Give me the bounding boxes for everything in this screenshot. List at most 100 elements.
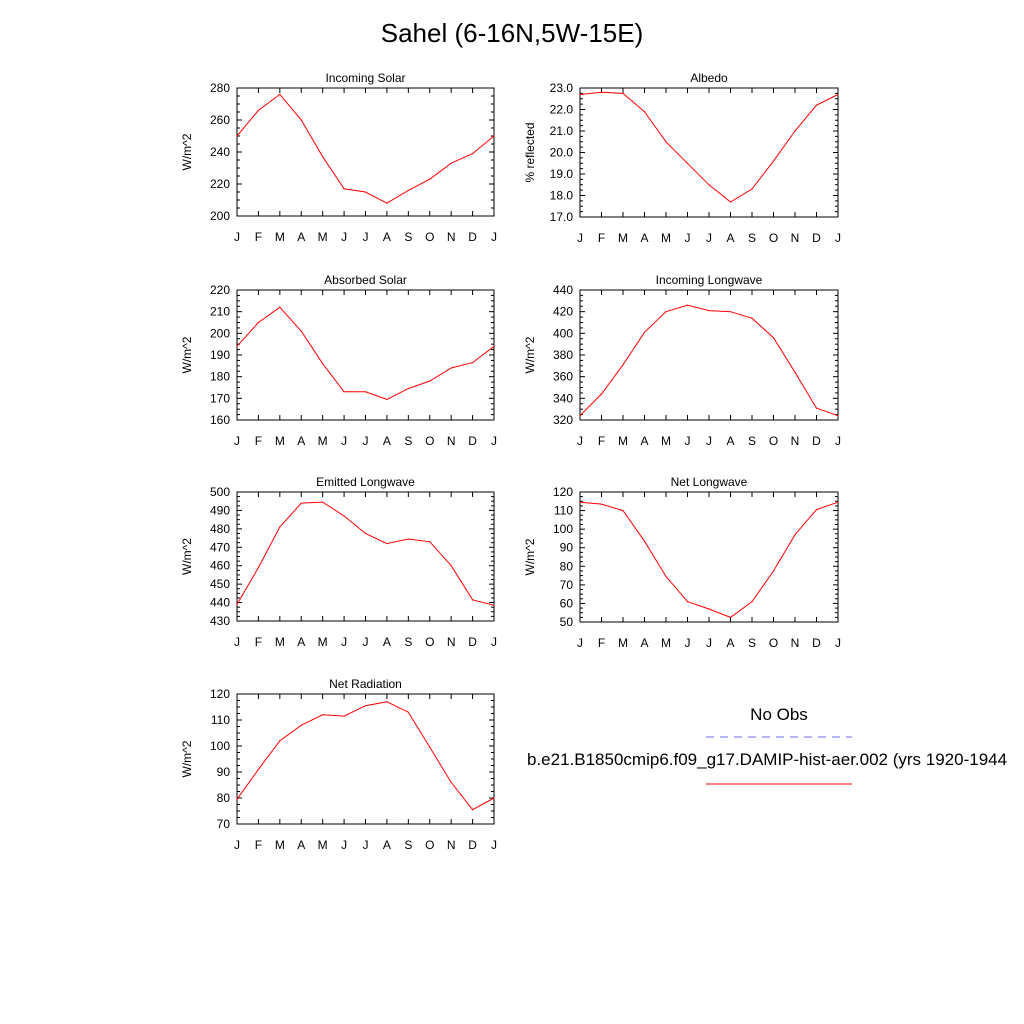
data-point <box>300 330 302 332</box>
y-tick-label: 440 <box>210 596 230 610</box>
x-tick-label: J <box>706 231 712 245</box>
x-tick-label: M <box>661 231 671 245</box>
y-tick-label: 260 <box>210 113 230 127</box>
x-tick-label: A <box>726 231 734 245</box>
y-tick-label: 110 <box>554 504 573 518</box>
data-point <box>794 130 796 132</box>
data-point <box>450 367 452 369</box>
data-point <box>600 503 603 505</box>
y-axis-label: W/m^2 <box>180 336 194 373</box>
data-point <box>493 797 495 799</box>
plot-frame <box>579 87 839 218</box>
plot-frame <box>236 289 495 421</box>
data-point <box>751 317 753 319</box>
data-point <box>579 93 581 96</box>
x-tick-label: J <box>835 434 841 448</box>
x-tick-label: O <box>425 635 434 649</box>
x-tick-label: S <box>404 434 412 448</box>
y-tick-label: 19.0 <box>550 167 574 181</box>
x-tick-label: N <box>791 434 800 448</box>
data-point <box>279 740 281 742</box>
data-point <box>686 162 689 164</box>
data-point <box>300 724 302 726</box>
x-tick-label: F <box>255 838 262 852</box>
x-tick-label: J <box>341 838 347 852</box>
x-tick-label: F <box>598 231 605 245</box>
data-point <box>622 509 624 512</box>
y-tick-label: 100 <box>210 739 230 753</box>
data-point <box>386 398 388 401</box>
plot-frame <box>579 289 839 421</box>
x-tick-label: O <box>769 636 778 650</box>
y-tick-label: 180 <box>210 370 230 384</box>
y-tick-label: 80 <box>217 791 231 805</box>
y-tick-label: 200 <box>210 209 230 223</box>
y-tick-label: 320 <box>553 413 573 427</box>
y-tick-label: 80 <box>560 559 574 573</box>
x-tick-label: M <box>275 635 285 649</box>
data-point <box>471 809 474 811</box>
data-point <box>471 153 474 155</box>
x-tick-label: J <box>363 230 369 244</box>
y-tick-label: 120 <box>553 485 573 499</box>
y-axis-label: W/m^2 <box>523 538 537 575</box>
panel-title: Incoming Longwave <box>656 273 763 287</box>
data-point <box>837 93 839 96</box>
panel-title: Albedo <box>690 71 728 85</box>
y-tick-label: 23.0 <box>550 81 574 95</box>
panel-title: Net Longwave <box>671 475 748 489</box>
y-tick-label: 100 <box>553 522 573 536</box>
x-tick-label: N <box>791 231 800 245</box>
y-tick-label: 340 <box>553 391 573 405</box>
y-tick-label: 420 <box>553 305 573 319</box>
plot-frame <box>236 693 495 825</box>
x-tick-label: J <box>835 636 841 650</box>
x-tick-label: A <box>297 434 305 448</box>
data-point <box>322 714 324 716</box>
data-point <box>450 565 452 567</box>
data-point <box>407 711 409 713</box>
y-tick-label: 90 <box>560 541 574 555</box>
y-tick-label: 90 <box>217 765 231 779</box>
x-tick-label: A <box>640 434 648 448</box>
y-tick-label: 400 <box>553 326 573 340</box>
y-tick-label: 18.0 <box>550 189 574 203</box>
x-tick-label: A <box>297 230 305 244</box>
series-line <box>236 501 495 606</box>
data-point <box>729 201 732 203</box>
x-tick-label: O <box>769 434 778 448</box>
data-point <box>429 541 431 543</box>
data-point <box>643 111 646 113</box>
data-point <box>600 393 603 395</box>
data-point <box>364 705 367 707</box>
data-point <box>815 407 818 409</box>
data-point <box>665 311 667 313</box>
x-tick-label: J <box>491 838 497 852</box>
x-tick-label: S <box>404 635 412 649</box>
x-tick-label: A <box>383 635 391 649</box>
x-tick-label: A <box>726 434 734 448</box>
y-tick-label: 500 <box>210 485 230 499</box>
figure-title: Sahel (6-16N,5W-15E) <box>380 18 644 48</box>
data-point <box>708 309 710 312</box>
data-point <box>579 415 581 417</box>
data-point <box>729 616 732 618</box>
data-point <box>772 160 775 162</box>
x-tick-label: J <box>577 434 583 448</box>
x-tick-label: J <box>363 838 369 852</box>
x-tick-label: S <box>404 230 412 244</box>
data-point <box>407 538 409 540</box>
x-tick-label: F <box>255 635 262 649</box>
x-tick-label: D <box>468 838 477 852</box>
x-tick-label: J <box>341 230 347 244</box>
data-point <box>364 532 367 535</box>
y-tick-label: 460 <box>210 559 230 573</box>
y-axis-label: W/m^2 <box>180 133 194 170</box>
data-point <box>343 515 345 517</box>
data-point <box>794 534 796 536</box>
